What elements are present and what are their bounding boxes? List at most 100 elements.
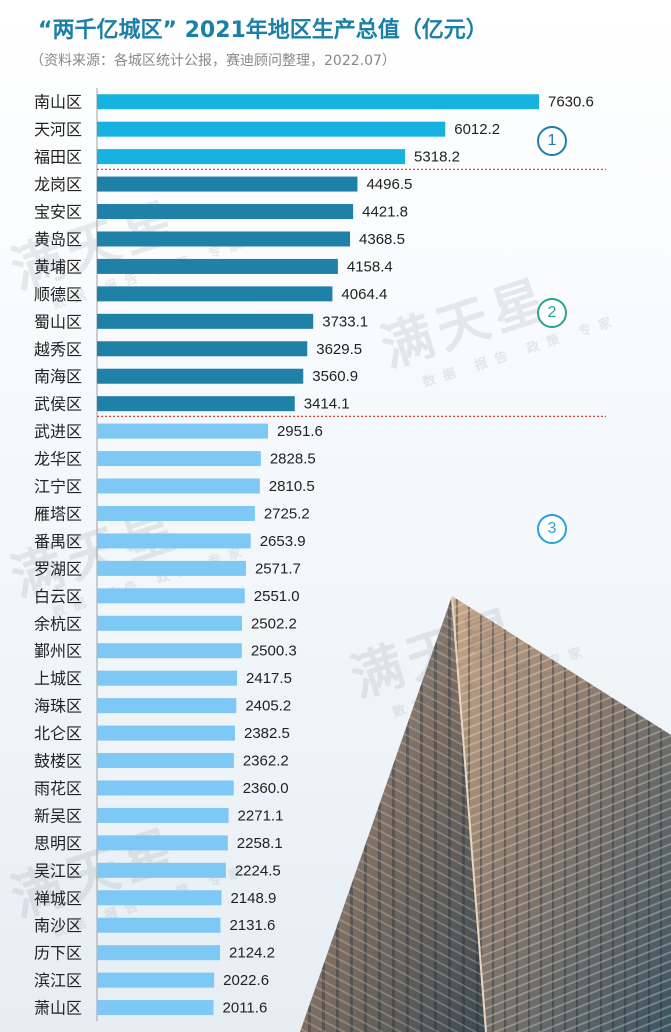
- bar: [97, 588, 245, 604]
- category-label: 滨江区: [34, 971, 82, 990]
- category-label: 龙岗区: [34, 175, 82, 194]
- value-label: 2382.5: [244, 725, 290, 742]
- value-label: 2124.2: [229, 945, 275, 962]
- category-label: 白云区: [34, 587, 82, 606]
- value-label: 2725.2: [264, 505, 310, 522]
- bar: [97, 341, 308, 357]
- category-label: 新吴区: [34, 806, 82, 825]
- bar: [97, 396, 295, 412]
- value-label: 2271.1: [238, 807, 284, 824]
- value-label: 3414.1: [304, 396, 350, 413]
- category-label: 武侯区: [34, 395, 82, 414]
- value-label: 2258.1: [237, 835, 283, 852]
- bar: [97, 231, 351, 247]
- bar: [97, 94, 539, 110]
- bar: [97, 313, 314, 329]
- chart-title: “两千亿城区” 2021年地区生产总值（亿元）: [38, 18, 488, 43]
- category-label: 鄞州区: [34, 642, 82, 661]
- bar: [97, 368, 304, 384]
- category-label: 越秀区: [34, 340, 82, 359]
- value-label: 3560.9: [312, 368, 358, 385]
- chart-subtitle: （资料来源：各城区统计公报，赛迪顾问整理，2022.07）: [30, 53, 396, 69]
- value-label: 2022.6: [223, 972, 269, 989]
- category-label: 北仑区: [34, 724, 82, 743]
- value-label: 2500.3: [251, 643, 297, 660]
- value-label: 2571.7: [255, 560, 301, 577]
- bar: [97, 121, 446, 137]
- value-label: 6012.2: [454, 121, 500, 138]
- category-label: 福田区: [34, 148, 82, 167]
- value-label: 3733.1: [322, 313, 368, 330]
- value-label: 2131.6: [229, 917, 275, 934]
- category-label: 历下区: [34, 944, 82, 963]
- bar: [97, 176, 358, 192]
- value-label: 2828.5: [270, 451, 316, 468]
- category-label: 萧山区: [34, 999, 82, 1018]
- value-label: 2653.9: [260, 533, 306, 550]
- category-label: 余杭区: [34, 614, 82, 633]
- category-label: 上城区: [34, 669, 82, 688]
- value-label: 4064.4: [341, 286, 387, 303]
- category-label: 鼓楼区: [34, 752, 82, 771]
- bar: [97, 451, 261, 467]
- category-label: 黄岛区: [34, 230, 82, 249]
- bar: [97, 505, 255, 521]
- bar: [97, 972, 215, 988]
- bar: [97, 862, 226, 878]
- category-label: 宝安区: [34, 203, 82, 222]
- bar: [97, 945, 221, 961]
- category-label: 龙华区: [34, 450, 82, 469]
- bar: [97, 643, 242, 659]
- category-label: 雁塔区: [34, 504, 82, 523]
- value-label: 7630.6: [548, 94, 594, 111]
- value-label: 4368.5: [359, 231, 405, 248]
- category-label: 罗湖区: [34, 559, 82, 578]
- value-label: 3629.5: [316, 341, 362, 358]
- value-label: 2148.9: [230, 890, 276, 907]
- tier-marker-3: 3: [537, 514, 567, 544]
- value-label: 2224.5: [235, 862, 281, 879]
- category-label: 南海区: [34, 367, 82, 386]
- bar: [97, 725, 236, 741]
- value-label: 2951.6: [277, 423, 323, 440]
- value-label: 2502.2: [251, 615, 297, 632]
- bar: [97, 780, 234, 796]
- value-label: 4158.4: [347, 258, 393, 275]
- bar: [97, 204, 354, 220]
- bar: [97, 560, 246, 576]
- value-label: 2551.0: [254, 588, 300, 605]
- category-label: 天河区: [34, 120, 82, 139]
- category-label: 黄埔区: [34, 257, 82, 276]
- bar: [97, 890, 222, 906]
- bar: [97, 807, 229, 823]
- value-label: 2417.5: [246, 670, 292, 687]
- bar: [97, 149, 406, 165]
- bar: [97, 258, 338, 274]
- tier-marker-2: 2: [537, 298, 567, 328]
- tier-marker-1: 1: [537, 126, 567, 156]
- bar: [97, 698, 237, 714]
- value-label: 2360.0: [243, 780, 289, 797]
- bar: [97, 670, 238, 686]
- value-label: 2810.5: [269, 478, 315, 495]
- bar: [97, 753, 234, 769]
- category-label: 思明区: [34, 834, 82, 853]
- value-label: 2405.2: [245, 698, 291, 715]
- category-label: 南沙区: [34, 916, 82, 935]
- bar: [97, 423, 268, 439]
- value-label: 4496.5: [366, 176, 412, 193]
- category-label: 武进区: [34, 422, 82, 441]
- category-label: 禅城区: [34, 889, 82, 908]
- value-label: 5318.2: [414, 149, 460, 166]
- category-label: 江宁区: [34, 477, 82, 496]
- category-label: 海珠区: [34, 697, 82, 716]
- value-label: 4421.8: [362, 204, 408, 221]
- bar: [97, 1000, 214, 1016]
- bar: [97, 533, 251, 549]
- bar: [97, 478, 260, 494]
- bar: [97, 286, 333, 302]
- category-label: 蜀山区: [34, 312, 82, 331]
- category-label: 吴江区: [34, 861, 82, 880]
- value-label: 2362.2: [243, 753, 289, 770]
